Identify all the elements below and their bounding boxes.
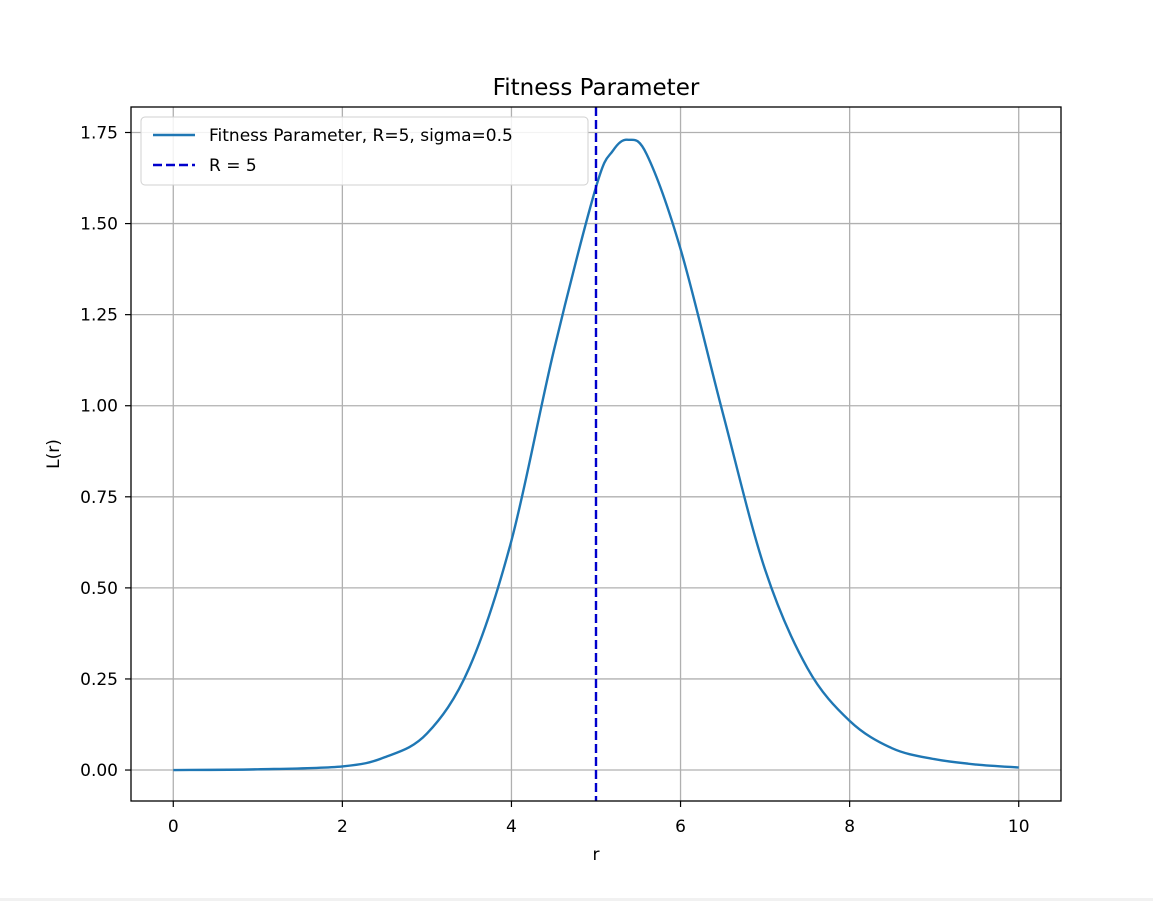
x-tick-label: 8 [844,817,855,837]
y-tick-label: 0.75 [80,488,118,508]
x-tick-label: 4 [506,817,517,837]
series-layer [173,107,1019,801]
x-tick-label: 0 [168,817,179,837]
legend: Fitness Parameter, R=5, sigma=0.5 R = 5 [140,116,589,186]
y-tick-label: 1.75 [80,124,118,144]
series-line-fitness [173,138,1019,772]
y-tick-label: 0.25 [80,670,118,690]
bottom-strip [0,898,1153,901]
y-tick-label: 1.00 [80,397,118,417]
tick-marks [125,131,1020,807]
legend-box [140,116,589,186]
legend-entry: Fitness Parameter, R=5, sigma=0.5 [209,126,513,146]
y-tick-label: 1.25 [80,306,118,326]
legend-entry: R = 5 [209,156,257,176]
x-tick-label: 10 [1008,817,1030,837]
chart-title: Fitness Parameter [493,75,700,101]
x-axis-label: r [593,845,600,865]
axes-frame [130,106,1062,802]
x-tick-label: 6 [675,817,686,837]
y-axis-label: L(r) [44,439,64,469]
y-tick-label: 0.50 [80,579,118,599]
x-tick-label: 2 [337,817,348,837]
grid-lines [131,107,1061,801]
y-tick-label: 0.00 [80,761,118,781]
y-tick-label: 1.50 [80,215,118,235]
